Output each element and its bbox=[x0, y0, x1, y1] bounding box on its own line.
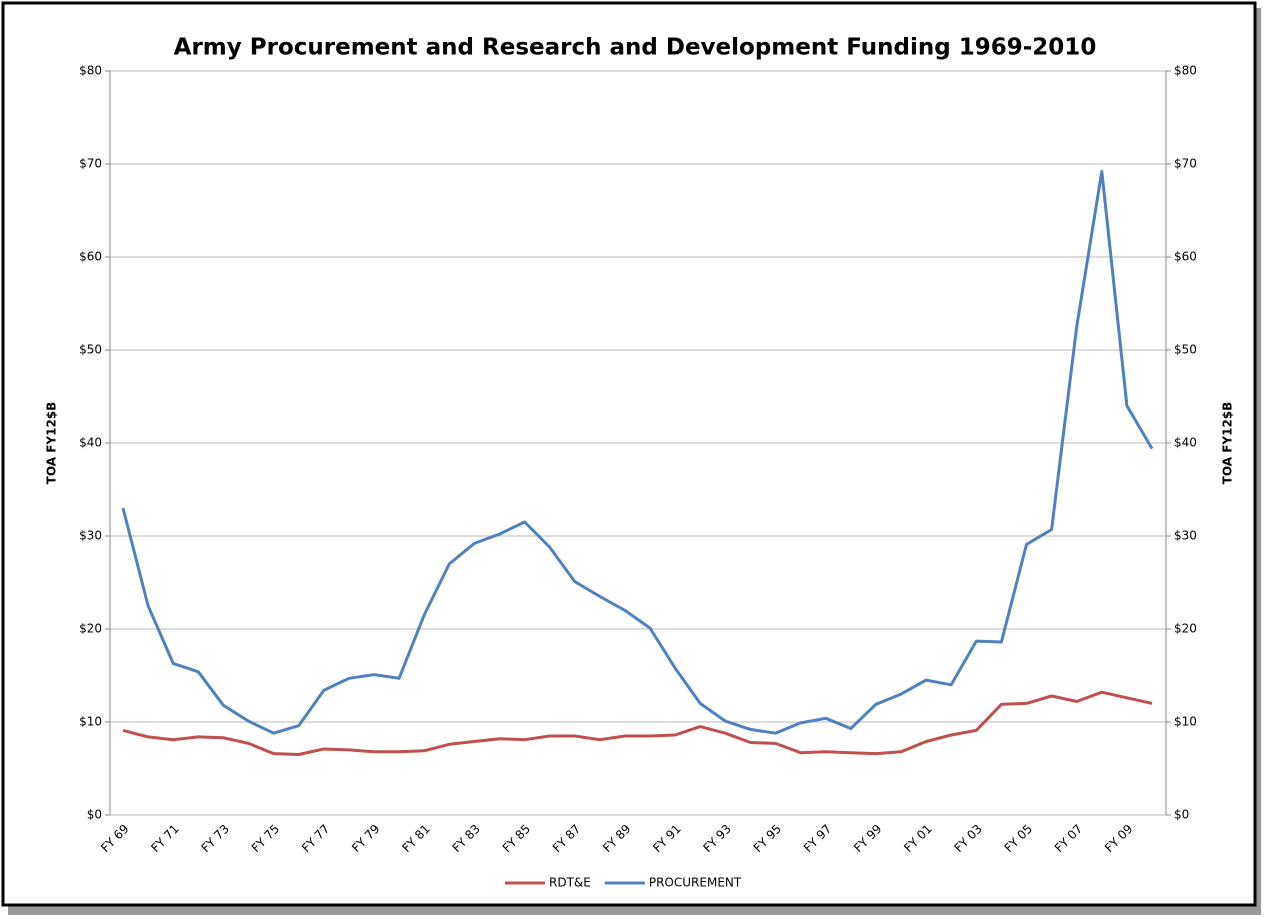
legend-label: PROCUREMENT bbox=[649, 876, 742, 890]
frame bbox=[1, 1, 1257, 907]
y-tick-label: $20 bbox=[79, 622, 102, 636]
y-tick-label: $60 bbox=[79, 250, 102, 264]
y-axis-label: TOA FY12$B bbox=[45, 402, 59, 485]
y-tick-label: $10 bbox=[79, 715, 102, 729]
legend-label: RDT&E bbox=[549, 876, 591, 890]
y2-tick-label: $0 bbox=[1174, 808, 1189, 822]
y2-tick-label: $80 bbox=[1174, 64, 1197, 78]
chart-title: Army Procurement and Research and Develo… bbox=[174, 35, 1097, 61]
y2-tick-label: $20 bbox=[1174, 622, 1197, 636]
y2-tick-label: $10 bbox=[1174, 715, 1197, 729]
y-tick-label: $50 bbox=[79, 343, 102, 357]
y-tick-label: $0 bbox=[87, 808, 102, 822]
y2-tick-label: $70 bbox=[1174, 157, 1197, 171]
y-tick-label: $80 bbox=[79, 64, 102, 78]
y2-tick-label: $60 bbox=[1174, 250, 1197, 264]
series-line bbox=[122, 690, 1153, 756]
y-tick-label: $30 bbox=[79, 529, 102, 543]
y-tick-label: $70 bbox=[79, 157, 102, 171]
y2-tick-label: $30 bbox=[1174, 529, 1197, 543]
y2-tick-label: $40 bbox=[1174, 436, 1197, 450]
y2-axis-label: TOA FY12$B bbox=[1221, 402, 1235, 485]
series-line bbox=[121, 169, 1154, 735]
y2-tick-label: $50 bbox=[1174, 343, 1197, 357]
y-tick-label: $40 bbox=[79, 436, 102, 450]
